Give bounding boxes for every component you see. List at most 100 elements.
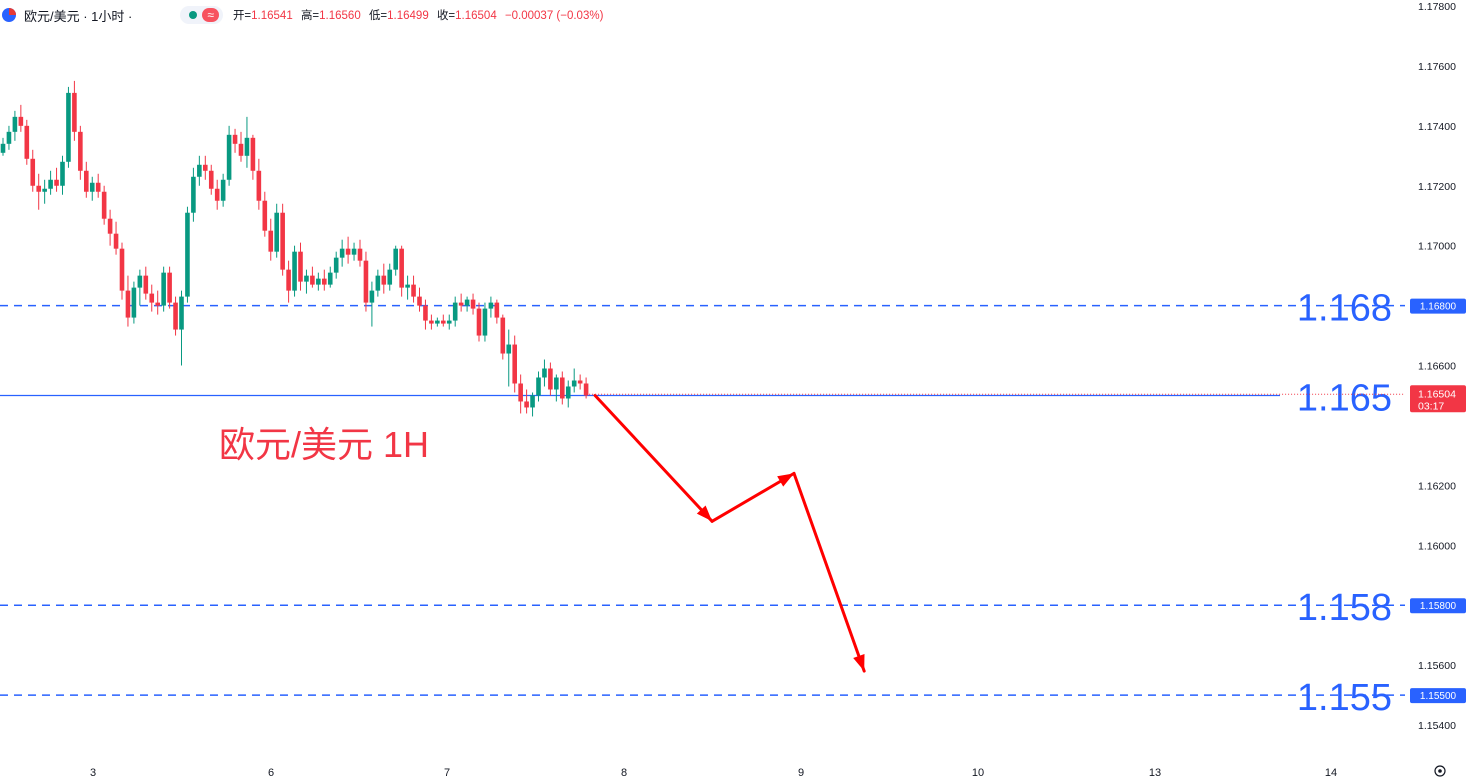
candle-body [405, 284, 410, 288]
low-label: 低= [368, 10, 388, 22]
open-value: 1.16541 [251, 10, 293, 22]
market-open-icon [189, 11, 198, 19]
chart-watermark: 欧元/美元 1H [219, 424, 429, 465]
settings-icon[interactable] [1434, 765, 1446, 777]
candle-body [36, 185, 41, 192]
candle-body [542, 368, 547, 378]
eurusd-flag-icon [2, 8, 16, 22]
candle-body [0, 143, 6, 153]
price-tick-label: 1.15600 [1418, 660, 1456, 672]
close-value: 1.16504 [455, 10, 497, 22]
level-price-tag [1410, 598, 1466, 614]
price-tick-label: 1.16600 [1418, 361, 1456, 373]
candle-body [280, 212, 285, 270]
candle-body [494, 302, 500, 318]
candle-body [304, 275, 309, 282]
level-label: 1.168 [1297, 288, 1392, 330]
candle-body [435, 320, 440, 324]
candle-body [6, 131, 12, 144]
candle-body [30, 158, 36, 186]
candle-body [565, 386, 571, 399]
candle-body [458, 302, 464, 306]
chart-header: 欧元/美元 · 1小时 · ≈ 开=1.16541 高=1.16560 低=1.… [0, 0, 608, 30]
candle-body [48, 179, 53, 189]
time-tick-label: 6 [268, 767, 274, 779]
candle-body [536, 377, 541, 396]
symbol-title[interactable]: 欧元/美元 · 1小时 · [24, 8, 133, 24]
price-tick-label: 1.15400 [1418, 720, 1456, 732]
candle-body [375, 275, 381, 291]
level-price-tag-text: 1.15800 [1420, 601, 1457, 612]
countdown-value: 03:17 [1418, 400, 1444, 412]
candle-body [571, 380, 577, 387]
candle-body [381, 275, 387, 285]
time-tick-label: 9 [798, 767, 804, 779]
candle-body [452, 302, 458, 321]
level-price-tag-text: 1.15500 [1420, 691, 1457, 702]
candle-body [446, 320, 452, 324]
candle-body [208, 170, 214, 189]
candle-body [119, 248, 125, 291]
candle-body [66, 92, 71, 162]
candle-body [393, 248, 398, 270]
candle-body [577, 380, 583, 384]
candle-body [220, 179, 226, 201]
candle-body [441, 320, 446, 324]
candle-body [268, 230, 274, 252]
candle-body [488, 302, 494, 309]
price-tick-label: 1.16200 [1418, 480, 1456, 492]
candle-body [244, 137, 250, 156]
indicator-pills[interactable]: ≈ [180, 6, 223, 24]
candle-body [143, 275, 149, 294]
candle-body [470, 299, 476, 309]
candle-body [518, 383, 523, 402]
current-price-tag [1410, 385, 1466, 413]
level-label: 1.158 [1297, 587, 1392, 629]
time-tick-label: 10 [972, 767, 984, 779]
candle-body [137, 275, 143, 288]
time-tick-label: 8 [621, 767, 627, 779]
candle-body [500, 317, 506, 354]
price-tick-label: 1.17800 [1418, 1, 1456, 13]
candles-layer [0, 80, 589, 417]
candle-body [333, 257, 339, 273]
candle-body [262, 200, 268, 231]
candle-body [286, 269, 291, 291]
candle-body [131, 287, 137, 318]
candle-body [18, 116, 24, 126]
level-label: 1.165 [1297, 377, 1392, 419]
candle-body [250, 137, 256, 171]
candle-body [84, 170, 89, 192]
candle-body [548, 368, 553, 390]
candle-body [12, 116, 18, 132]
candle-body [363, 260, 369, 303]
price-tick-label: 1.17400 [1418, 121, 1456, 133]
time-axis[interactable]: 3 6 7 8 9 10 13 14 [90, 767, 1337, 779]
price-axis[interactable]: 1.17800 1.17600 1.17400 1.17200 1.17000 1.166… [586, 1, 1466, 732]
candle-body [125, 290, 131, 318]
candle-body [310, 275, 315, 285]
candle-body [369, 290, 375, 303]
candle-body [72, 92, 77, 132]
candle-body [327, 272, 333, 285]
wave-icon[interactable]: ≈ [202, 8, 219, 22]
candle-body [274, 212, 279, 252]
candle-body [387, 269, 393, 285]
candle-body [417, 296, 422, 306]
candle-body [583, 383, 589, 396]
candle-body [482, 308, 488, 336]
level-label: 1.155 [1297, 677, 1392, 719]
candle-body [226, 134, 232, 180]
candle-body [345, 248, 351, 255]
forecast-arrow-line [593, 393, 714, 523]
candle-body [292, 251, 297, 291]
candle-body [322, 278, 327, 285]
price-tick-label: 1.16000 [1418, 540, 1456, 552]
candle-body [512, 344, 517, 384]
change-value: −0.00037 (−0.03%) [504, 10, 604, 22]
candle-body [54, 179, 59, 186]
low-value: 1.16499 [387, 10, 429, 22]
candle-body [256, 170, 262, 201]
candle-body [191, 176, 196, 213]
